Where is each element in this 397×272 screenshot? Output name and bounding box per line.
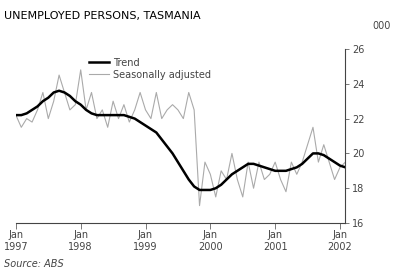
Legend: Trend, Seasonally adjusted: Trend, Seasonally adjusted	[85, 54, 215, 84]
Text: Source: ABS: Source: ABS	[4, 259, 64, 269]
Text: 000: 000	[373, 21, 391, 31]
Text: UNEMPLOYED PERSONS, TASMANIA: UNEMPLOYED PERSONS, TASMANIA	[4, 11, 200, 21]
